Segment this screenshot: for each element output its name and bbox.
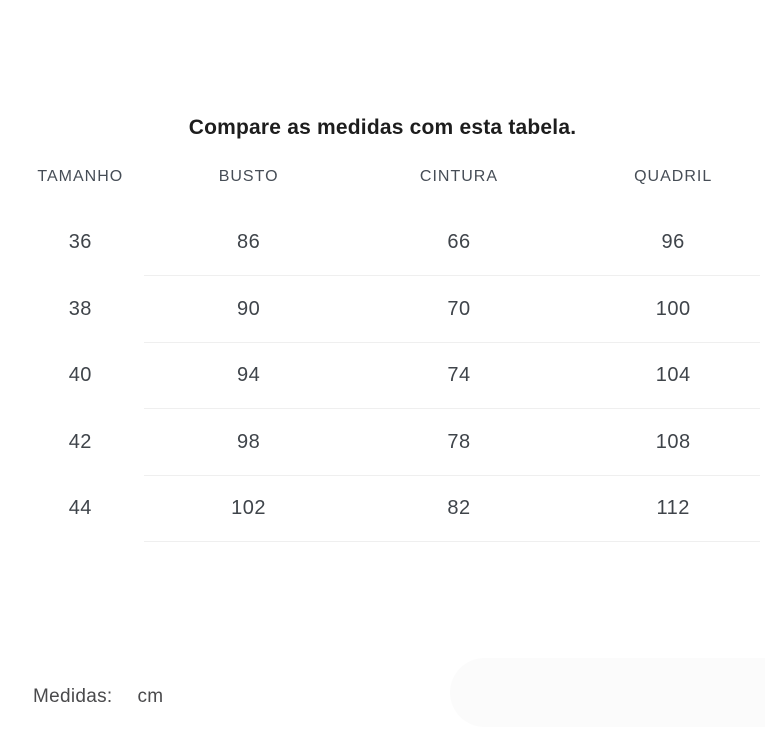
header-cell-tamanho: TAMANHO [37, 168, 124, 186]
table-cell: 102 [231, 497, 267, 520]
header-cell-cintura: CINTURA [419, 168, 499, 186]
header-row: TAMANHO BUSTO CINTURA QUADRIL [0, 145, 765, 210]
table-cell: 108 [655, 430, 691, 453]
table-row: 44 102 82 112 [0, 476, 765, 543]
table-cell: 90 [236, 297, 261, 320]
table-row: 40 94 74 104 [0, 343, 765, 410]
header-cell-quadril: QUADRIL [634, 168, 713, 186]
table-cell: 104 [655, 364, 691, 387]
measurements-unit: cm [137, 686, 164, 707]
page-title: Compare as medidas com esta tabela. [188, 116, 577, 139]
measurements-label: Medidas: [33, 686, 113, 707]
table-cell: 44 [68, 497, 92, 520]
table-cell: 82 [447, 497, 471, 520]
header-cell-busto: BUSTO [218, 168, 279, 186]
table-cell: 112 [656, 497, 690, 520]
table-cell: 74 [447, 364, 471, 387]
table-cell: 38 [68, 297, 92, 320]
table-cell: 78 [447, 430, 471, 453]
table-row: 42 98 78 108 [0, 409, 765, 476]
table-cell: 86 [236, 231, 261, 254]
table-cell: 66 [447, 231, 471, 254]
table-cell: 98 [236, 430, 261, 453]
measurements-footer: Medidas: cm [33, 686, 163, 708]
table-cell: 96 [661, 231, 685, 254]
table-cell: 40 [68, 364, 92, 387]
size-table: TAMANHO BUSTO CINTURA QUADRIL 36 86 66 9… [0, 145, 765, 542]
table-row: 36 86 66 96 [0, 210, 765, 277]
table-cell: 94 [236, 364, 261, 387]
table-row: 38 90 70 100 [0, 276, 765, 343]
table-cell: 36 [68, 231, 92, 254]
table-cell: 100 [655, 297, 691, 320]
bottom-right-pill [450, 658, 765, 727]
table-cell: 42 [68, 430, 92, 453]
table-cell: 70 [447, 297, 471, 320]
